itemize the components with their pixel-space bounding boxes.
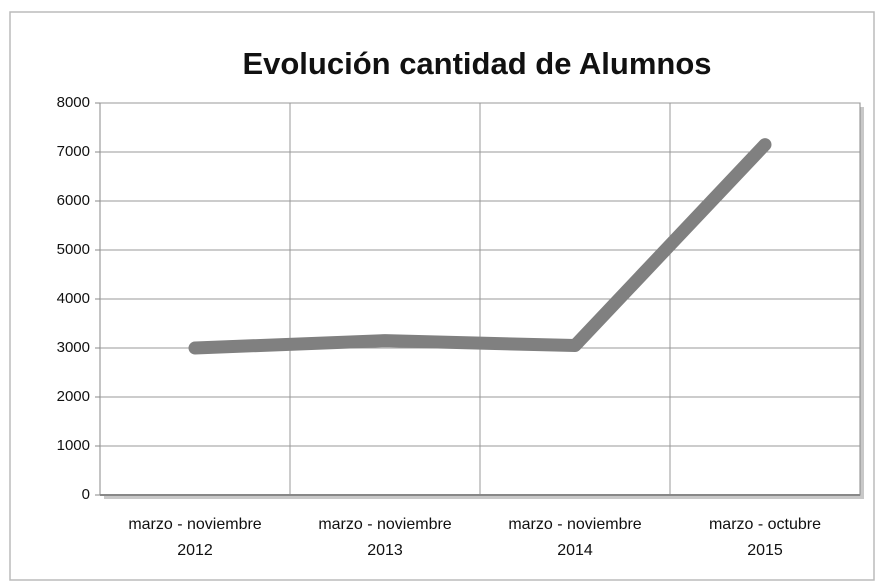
y-tick-label: 3000 (57, 339, 90, 356)
x-tick-line: marzo - octubre (709, 516, 821, 533)
y-tick-label: 8000 (57, 94, 90, 111)
x-tick-line: 2015 (747, 542, 783, 559)
x-tick-label: marzo - noviembre 2013 (318, 516, 451, 559)
chart-title: Evolución cantidad de Alumnos (242, 46, 711, 81)
x-tick-label: marzo - octubre 2015 (709, 516, 821, 559)
x-tick-label: marzo - noviembre 2014 (508, 516, 641, 559)
y-tick-label: 5000 (57, 241, 90, 258)
y-tick-label: 4000 (57, 290, 90, 307)
y-tick-label: 7000 (57, 143, 90, 160)
x-tick-line: marzo - noviembre (318, 516, 451, 533)
x-tick-line: 2013 (367, 542, 403, 559)
x-tick-line: marzo - noviembre (128, 516, 261, 533)
y-tick-label: 2000 (57, 388, 90, 405)
series-line (188, 138, 772, 355)
y-tick-label: 6000 (57, 192, 90, 209)
x-tick-line: marzo - noviembre (508, 516, 641, 533)
y-tick-label: 0 (82, 486, 90, 503)
x-tick-line: 2014 (557, 542, 593, 559)
y-tick-label: 1000 (57, 437, 90, 454)
x-tick-line: 2012 (177, 542, 213, 559)
x-tick-label: marzo - noviembre 2012 (128, 516, 261, 559)
